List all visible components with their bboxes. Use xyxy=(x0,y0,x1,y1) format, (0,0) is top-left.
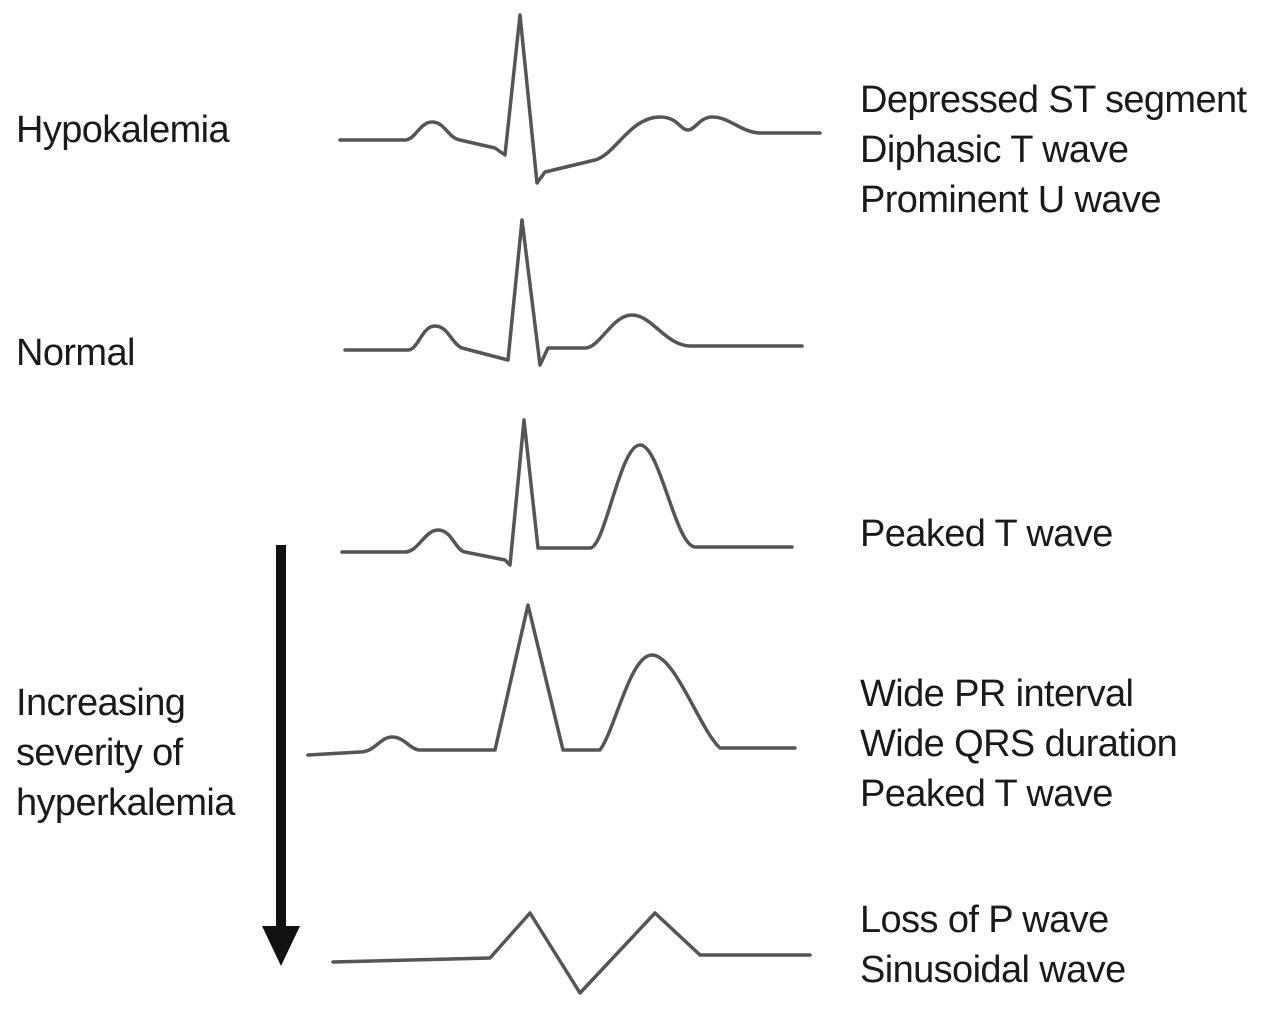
row-label: Hypokalemia xyxy=(16,109,231,151)
finding: Wide QRS duration xyxy=(860,723,1177,765)
finding: Peaked T wave xyxy=(860,773,1113,815)
finding: Diphasic T wave xyxy=(860,129,1128,171)
finding: Loss of P wave xyxy=(860,899,1109,941)
finding: Sinusoidal wave xyxy=(860,949,1126,991)
finding: Depressed ST segment xyxy=(860,79,1248,121)
finding: Wide PR interval xyxy=(860,673,1133,715)
ecg-trace xyxy=(306,603,797,757)
ecg-trace xyxy=(331,911,812,995)
finding: Peaked T wave xyxy=(860,513,1113,555)
severity-label: hyperkalemia xyxy=(16,782,236,824)
finding: Prominent U wave xyxy=(860,179,1161,221)
severity-label: Increasing xyxy=(16,682,185,724)
severity-label: severity of xyxy=(16,732,184,774)
ecg-trace xyxy=(340,418,794,567)
row-label: Normal xyxy=(16,332,135,374)
ecg-trace xyxy=(343,218,804,367)
arrow-head xyxy=(262,926,300,966)
ecg-trace xyxy=(338,13,822,185)
